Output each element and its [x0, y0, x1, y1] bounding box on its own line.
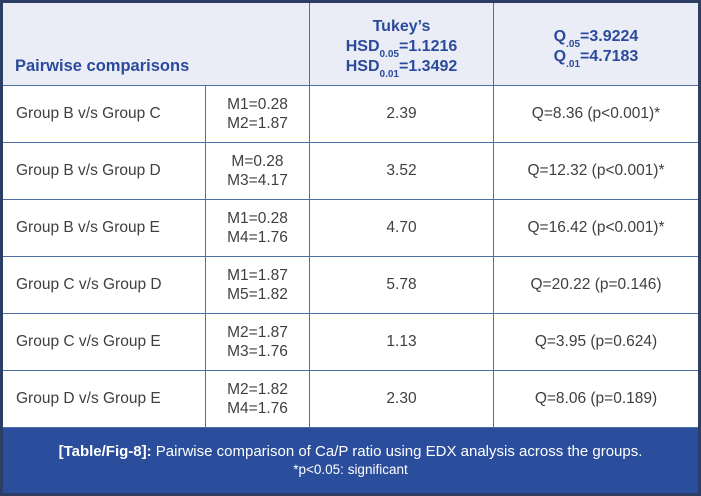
row-hsd-value: 3.52	[310, 143, 494, 200]
row-means: M2=1.82 M4=1.76	[206, 371, 310, 428]
row-comparison: Group B v/s Group D	[3, 143, 206, 200]
caption-label: [Table/Fig-8]:	[58, 442, 152, 460]
row-hsd-value: 2.39	[310, 86, 494, 143]
caption-note: *p<0.05: significant	[293, 461, 408, 477]
tukey-hsd-005: HSD0.05=1.1216	[345, 38, 458, 61]
row-comparison: Group C v/s Group E	[3, 314, 206, 371]
row-means: M1=0.28 M2=1.87	[206, 86, 310, 143]
table-caption: [Table/Fig-8]: Pairwise comparison of Ca…	[3, 428, 698, 493]
row-comparison: Group B v/s Group E	[3, 200, 206, 257]
q-crit-001: Q.01=4.7183	[553, 48, 639, 71]
q-crit-005: Q.05=3.9224	[553, 28, 639, 51]
row-q-value: Q=8.36 (p<0.001)*	[494, 86, 698, 143]
tukey-title: Tukey’s	[372, 18, 431, 35]
header-q-critical: Q.05=3.9224 Q.01=4.7183	[494, 3, 698, 86]
row-comparison: Group C v/s Group D	[3, 257, 206, 314]
row-hsd-value: 1.13	[310, 314, 494, 371]
row-q-value: Q=3.95 (p=0.624)	[494, 314, 698, 371]
row-comparison: Group B v/s Group C	[3, 86, 206, 143]
row-q-value: Q=12.32 (p<0.001)*	[494, 143, 698, 200]
header-pairwise-comparisons: Pairwise comparisons	[3, 3, 310, 86]
row-means: M2=1.87 M3=1.76	[206, 314, 310, 371]
row-hsd-value: 2.30	[310, 371, 494, 428]
row-hsd-value: 5.78	[310, 257, 494, 314]
row-means: M1=1.87 M5=1.82	[206, 257, 310, 314]
caption-text: Pairwise comparison of Ca/P ratio using …	[151, 442, 643, 460]
row-means: M=0.28 M3=4.17	[206, 143, 310, 200]
row-q-value: Q=16.42 (p<0.001)*	[494, 200, 698, 257]
row-q-value: Q=8.06 (p=0.189)	[494, 371, 698, 428]
row-q-value: Q=20.22 (p=0.146)	[494, 257, 698, 314]
row-means: M1=0.28 M4=1.76	[206, 200, 310, 257]
row-hsd-value: 4.70	[310, 200, 494, 257]
caption-line: [Table/Fig-8]: Pairwise comparison of Ca…	[59, 442, 643, 461]
row-comparison: Group D v/s Group E	[3, 371, 206, 428]
header-tukey-hsd: Tukey’s HSD0.05=1.1216 HSD0.01=1.3492	[310, 3, 494, 86]
tukey-hsd-001: HSD0.01=1.3492	[345, 58, 458, 81]
